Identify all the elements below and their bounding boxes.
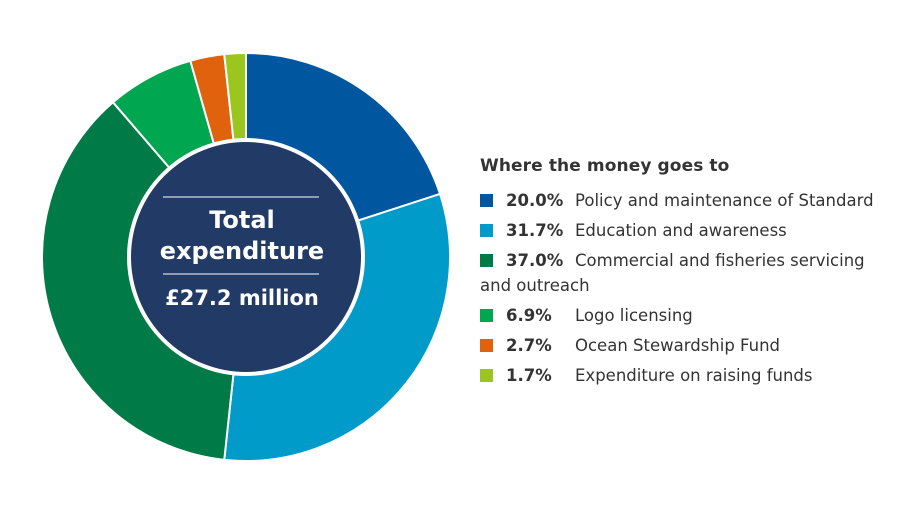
legend-label: Expenditure on raising funds [575,366,813,385]
legend-item: 37.0% Commercial and fisheries servicing … [480,248,900,298]
center-label-expenditure: expenditure [160,237,324,265]
legend-label: Education and awareness [575,221,787,240]
legend-swatch [480,224,493,237]
legend-percent: 37.0% [506,251,564,270]
legend-item: 31.7% Education and awareness [480,218,900,243]
legend-label: Ocean Stewardship Fund [575,336,781,355]
legend-swatch [480,309,493,322]
legend-item: 20.0% Policy and maintenance of Standard [480,188,900,213]
legend-item: 6.9% Logo licensing [480,303,900,328]
legend-swatch [480,254,493,267]
legend-percent: 1.7% [506,366,552,385]
legend-title: Where the money goes to [480,156,730,176]
legend-label: Policy and maintenance of Standard [575,191,874,210]
legend-items: 20.0% Policy and maintenance of Standard 3… [480,188,900,388]
legend-label: Commercial and fisheries servicing and o… [480,251,865,295]
legend-percent: 31.7% [506,221,564,240]
center-disc [127,138,365,376]
legend-label: Logo licensing [575,306,693,325]
legend-swatch [480,194,493,207]
legend-percent: 2.7% [506,336,552,355]
legend: Where the money goes to 20.0% Policy and … [480,156,900,393]
center-label-total: Total [209,206,275,234]
legend-percent: 20.0% [506,191,564,210]
center-total-amount: £27.2 million [165,286,319,310]
donut-chart: Total expenditure £27.2 million [41,51,451,462]
legend-item: 1.7% Expenditure on raising funds [480,363,900,388]
legend-percent: 6.9% [506,306,552,325]
legend-item: 2.7% Ocean Stewardship Fund [480,333,900,358]
legend-swatch [480,339,493,352]
legend-swatch [480,369,493,382]
